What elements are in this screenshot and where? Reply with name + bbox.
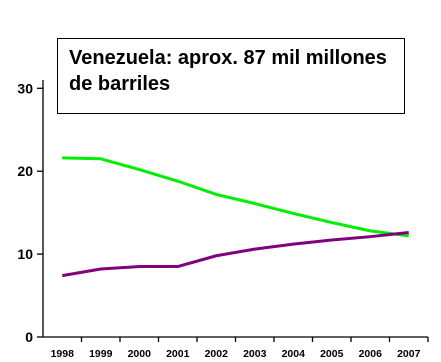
x-tick-label: 2006: [359, 348, 383, 360]
series-line-1: [62, 156, 409, 238]
x-tick-label: 1998: [51, 348, 75, 360]
y-tick-label: 20: [17, 163, 33, 179]
x-tick-label: 1999: [89, 348, 113, 360]
y-tick-label: 30: [17, 80, 33, 96]
x-tick-label: 2005: [320, 348, 344, 360]
chart-title: Venezuela: aprox. 87 mil millones de bar…: [57, 38, 405, 114]
x-tick-label: 2007: [397, 348, 421, 360]
x-tick-label: 2004: [282, 348, 306, 360]
x-tick-label: 2003: [243, 348, 267, 360]
series-line-2: [61, 231, 409, 278]
x-tick-label: 2002: [205, 348, 229, 360]
y-tick-label: 0: [25, 329, 33, 345]
x-tick-label: 2001: [166, 348, 190, 360]
y-tick-label: 10: [17, 246, 33, 262]
x-tick-label: 2000: [128, 348, 152, 360]
